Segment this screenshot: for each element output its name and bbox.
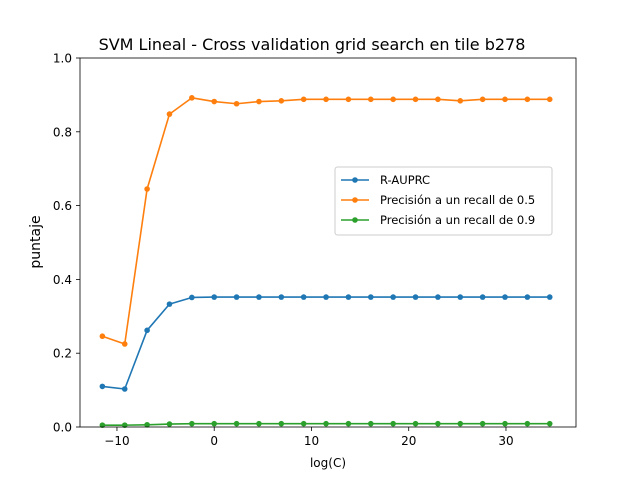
series-1-point: [189, 294, 195, 301]
series-1-point: [367, 294, 374, 300]
series-3-point: [144, 421, 150, 428]
series-3-point: [211, 420, 218, 427]
series-2-point: [412, 96, 419, 103]
series-1-point: [502, 294, 508, 300]
series-1-point: [166, 301, 173, 307]
series-3-point: [189, 420, 195, 427]
series-1-point: [300, 294, 307, 300]
x-tick-label: 20: [401, 434, 416, 448]
series-2-point: [300, 96, 307, 103]
series-3-point: [233, 420, 240, 427]
series-2-point: [99, 333, 106, 340]
series-1-point: [390, 294, 396, 300]
series-3-point: [412, 420, 419, 427]
y-tick-label: 0.6: [53, 199, 72, 213]
series-2-point: [502, 96, 508, 103]
x-tick-label: 30: [498, 434, 513, 448]
series-3-point: [502, 420, 508, 427]
series-2-point: [211, 98, 218, 105]
series-1-point: [479, 294, 486, 300]
series-1-point: [233, 294, 240, 300]
legend-label-3: Precisión a un recall de 0.9: [380, 213, 535, 227]
y-tick-label: 1.0: [53, 52, 72, 66]
series-1-point: [144, 327, 150, 334]
legend-marker-1: [352, 177, 358, 183]
series-3-point: [390, 420, 396, 427]
series-3-point: [323, 420, 329, 427]
series-1-point: [323, 294, 329, 300]
series-2-point: [121, 341, 128, 347]
series-3-point: [166, 421, 173, 427]
series-2-point: [166, 111, 173, 117]
series-2-point: [390, 96, 396, 103]
y-tick-label: 0.4: [53, 273, 72, 287]
series-3-point: [278, 420, 285, 427]
series-1-point: [412, 294, 419, 300]
series-1-point: [435, 294, 441, 300]
x-tick-label: 0: [210, 434, 218, 448]
series-3-point: [345, 420, 352, 427]
legend: R-AUPRC Precisión a un recall de 0.5 Preci…: [334, 166, 553, 236]
series-2-point: [323, 96, 329, 103]
series-2-point: [479, 96, 486, 103]
axes-frame: [79, 57, 577, 428]
series-2-point: [546, 96, 553, 103]
legend-label-1: R-AUPRC: [380, 173, 430, 187]
x-tick-label: −10: [104, 434, 129, 448]
series-1-point: [278, 294, 285, 300]
series-1-point: [345, 294, 352, 300]
series-1-point: [546, 294, 553, 300]
series-1-point: [99, 383, 106, 390]
series-3-point: [99, 422, 106, 428]
y-tick-label: 0.2: [53, 347, 72, 361]
y-tick-label: 0.8: [53, 125, 72, 139]
series-2-point: [233, 100, 240, 107]
series-2-point: [144, 186, 150, 192]
series-2-point: [189, 95, 195, 101]
series-1-point: [121, 386, 128, 392]
series-3-point: [457, 420, 464, 427]
series-3-point: [300, 420, 307, 427]
series-2-point: [256, 98, 262, 105]
legend-box: [334, 166, 553, 236]
series-2-point: [367, 96, 374, 103]
series-2-point: [435, 96, 441, 103]
y-tick-label: 0.0: [53, 421, 72, 435]
legend-marker-3: [352, 217, 358, 223]
series-2-point: [345, 96, 352, 103]
series-2-point: [524, 96, 531, 103]
chart-title: SVM Lineal - Cross validation grid searc…: [99, 35, 526, 54]
series-2-point: [457, 98, 464, 104]
y-axis-label: puntaje: [28, 215, 44, 268]
x-tick-label: 10: [304, 434, 319, 448]
series-3-point: [546, 420, 553, 427]
series-3-point: [479, 420, 486, 427]
series-3-point: [256, 420, 262, 427]
series-3-point: [121, 422, 128, 428]
legend-label-2: Precisión a un recall de 0.5: [380, 193, 535, 207]
series-1-point: [256, 294, 262, 300]
series-2-point: [278, 98, 285, 104]
series-3-point: [367, 420, 374, 427]
series-1-point: [457, 294, 464, 300]
plot-area: −10 0 10 20 30 0.0 0.2 0.4 0.6 0.8 1.0: [53, 52, 577, 448]
series-3-point: [524, 420, 531, 427]
series-1-point: [211, 294, 218, 300]
x-axis-label: log(C): [310, 456, 346, 470]
series-line-1: [102, 296, 550, 390]
legend-marker-2: [352, 197, 358, 203]
series-1-point: [524, 294, 531, 300]
series-3-point: [435, 420, 441, 427]
